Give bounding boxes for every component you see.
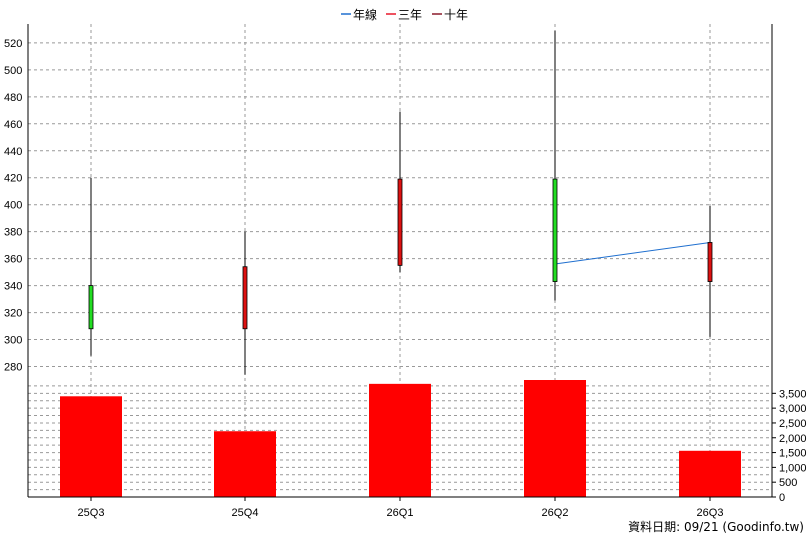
volume-y-axis-ticks: 0 500 1,000 1,500 2,000 2,500 3,000 3,500 bbox=[772, 388, 807, 504]
legend-item-ten-year: 十年 bbox=[432, 8, 468, 22]
price-panel: 280 300 320 340 360 380 400 420 440 460 480 500 520 bbox=[4, 24, 772, 497]
volume-tick-label: 2,000 bbox=[779, 433, 807, 445]
x-axis-ticks: 25Q3 25Q4 26Q1 26Q2 26Q3 bbox=[78, 497, 724, 519]
x-tick-label: 26Q3 bbox=[697, 507, 724, 519]
candle-body bbox=[707, 242, 713, 282]
candle-26Q1 bbox=[397, 111, 403, 273]
candle-25Q4 bbox=[242, 231, 248, 375]
price-tick-label: 480 bbox=[4, 92, 22, 104]
volume-bars bbox=[60, 380, 741, 497]
price-tick-label: 460 bbox=[4, 119, 22, 131]
volume-tick-label: 3,500 bbox=[779, 388, 807, 400]
price-tick-label: 400 bbox=[4, 200, 22, 212]
legend-item-three-year: 三年 bbox=[386, 8, 422, 22]
price-tick-label: 360 bbox=[4, 254, 22, 266]
volume-tick-label: 0 bbox=[779, 492, 785, 504]
legend-label-year-line: 年線 bbox=[353, 7, 377, 22]
year-line bbox=[554, 241, 711, 265]
volume-bar-26Q2 bbox=[524, 380, 586, 497]
volume-tick-label: 1,500 bbox=[779, 448, 807, 460]
data-date-footer: 資料日期: 09/21 (Goodinfo.tw) bbox=[628, 520, 804, 534]
volume-tick-label: 500 bbox=[779, 477, 797, 489]
volume-bar-25Q4 bbox=[214, 431, 276, 497]
legend-label-ten-year: 十年 bbox=[444, 8, 468, 22]
volume-panel: 0 500 1,000 1,500 2,000 2,500 3,000 3,500 bbox=[28, 380, 807, 504]
legend: 年線 三年 十年 bbox=[341, 7, 468, 22]
volume-bar-26Q3 bbox=[679, 450, 741, 497]
year-line-series bbox=[554, 241, 711, 265]
candle-body bbox=[397, 178, 403, 266]
volume-tick-label: 1,000 bbox=[779, 462, 807, 474]
price-tick-label: 340 bbox=[4, 281, 22, 293]
volume-bar-26Q1 bbox=[369, 383, 431, 497]
price-tick-label: 320 bbox=[4, 308, 22, 320]
x-tick-label: 26Q1 bbox=[387, 507, 414, 519]
x-tick-label: 26Q2 bbox=[542, 507, 569, 519]
volume-tick-label: 3,000 bbox=[779, 403, 807, 415]
candle-body bbox=[552, 178, 558, 282]
candle-26Q2 bbox=[552, 30, 558, 301]
price-tick-label: 280 bbox=[4, 362, 22, 374]
x-tick-label: 25Q3 bbox=[78, 507, 105, 519]
price-tick-label: 500 bbox=[4, 65, 22, 77]
x-tick-label: 25Q4 bbox=[232, 507, 259, 519]
price-tick-label: 380 bbox=[4, 227, 22, 239]
price-tick-label: 300 bbox=[4, 335, 22, 347]
price-tick-label: 520 bbox=[4, 38, 22, 50]
candles bbox=[88, 30, 713, 375]
candle-body bbox=[242, 266, 248, 330]
price-tick-label: 440 bbox=[4, 146, 22, 158]
volume-bar-25Q3 bbox=[60, 396, 122, 497]
price-y-axis-ticks: 280 300 320 340 360 380 400 420 440 460 480 500 520 bbox=[4, 38, 22, 374]
candle-26Q3 bbox=[707, 206, 713, 337]
candle-body bbox=[88, 285, 94, 330]
legend-item-year-line: 年線 bbox=[341, 7, 377, 22]
price-tick-label: 420 bbox=[4, 173, 22, 185]
volume-tick-label: 2,500 bbox=[779, 418, 807, 430]
candle-25Q3 bbox=[88, 177, 94, 356]
legend-label-three-year: 三年 bbox=[398, 8, 422, 22]
